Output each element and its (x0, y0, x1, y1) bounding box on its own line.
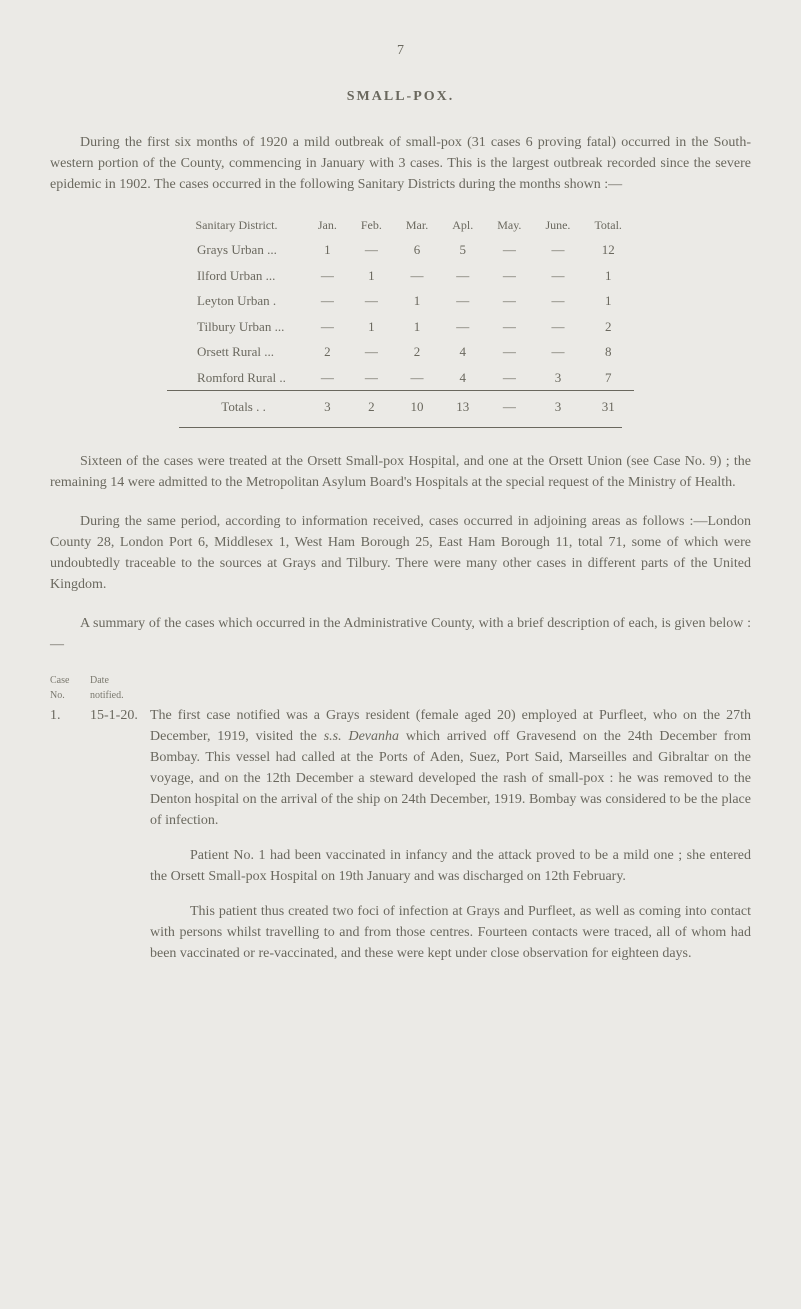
cell: 2 (582, 314, 634, 340)
cell: 1 (394, 314, 440, 340)
cell: 2 (306, 339, 349, 365)
cell: 2 (394, 339, 440, 365)
cell: 10 (394, 391, 440, 420)
totals-label: Totals . . (167, 391, 306, 420)
cell: — (533, 237, 582, 263)
cell: — (533, 288, 582, 314)
table-totals-row: Totals . . 3 2 10 13 — 3 31 (167, 391, 634, 420)
cell: 1 (349, 263, 394, 289)
cell: 1 (582, 263, 634, 289)
table-row: Tilbury Urban ... — 1 1 — — — 2 (167, 314, 634, 340)
cell: 1 (582, 288, 634, 314)
cell: 1 (306, 237, 349, 263)
row-label: Orsett Rural ... (167, 339, 306, 365)
case-entry: 1. 15-1-20. The first case notified was … (50, 705, 751, 978)
cell: — (533, 314, 582, 340)
case-text: This patient thus created two foci of in… (150, 901, 751, 964)
cell: — (485, 339, 533, 365)
cell: — (306, 365, 349, 391)
case-text: Patient No. 1 had been vaccinated in inf… (150, 845, 751, 887)
row-label: Grays Urban ... (167, 237, 306, 263)
col-header: Jan. (306, 213, 349, 237)
cell: 3 (533, 365, 582, 391)
cell: — (485, 237, 533, 263)
table-row: Romford Rural .. — — — 4 — 3 7 (167, 365, 634, 391)
ship-prefix: s.s. (324, 729, 349, 744)
row-label: Tilbury Urban ... (167, 314, 306, 340)
cell: — (440, 263, 485, 289)
cell: — (485, 365, 533, 391)
col-header: May. (485, 213, 533, 237)
cell: 4 (440, 365, 485, 391)
cell: 13 (440, 391, 485, 420)
case-no-header: Case No. (50, 673, 90, 703)
case-column-headers: Case No. Date notified. (50, 673, 751, 703)
cell: 1 (394, 288, 440, 314)
cell: — (306, 314, 349, 340)
cell: — (306, 263, 349, 289)
paragraph-during: During the same period, according to inf… (50, 511, 751, 595)
paragraph-sixteen: Sixteen of the cases were treated at the… (50, 451, 751, 493)
cell: 5 (440, 237, 485, 263)
cell: 7 (582, 365, 634, 391)
case-body: The first case notified was a Grays resi… (150, 705, 751, 978)
row-label: Leyton Urban . (167, 288, 306, 314)
cell: 8 (582, 339, 634, 365)
col-header: Apl. (440, 213, 485, 237)
cell: 31 (582, 391, 634, 420)
case-date-header: Date notified. (90, 673, 150, 703)
cell: — (485, 314, 533, 340)
col-header: June. (533, 213, 582, 237)
cell: — (485, 391, 533, 420)
intro-paragraph: During the first six months of 1920 a mi… (50, 132, 751, 195)
paragraph-summary: A summary of the cases which occurred in… (50, 613, 751, 655)
cell: — (440, 288, 485, 314)
title-smallpox: SMALL-POX. (50, 86, 751, 107)
cell: 6 (394, 237, 440, 263)
table-rule-row (167, 420, 634, 431)
col-header: Mar. (394, 213, 440, 237)
cell: — (349, 365, 394, 391)
col-header: Feb. (349, 213, 394, 237)
col-header: Sanitary District. (167, 213, 306, 237)
table-row: Orsett Rural ... 2 — 2 4 — — 8 (167, 339, 634, 365)
cell: — (394, 263, 440, 289)
row-label: Ilford Urban ... (167, 263, 306, 289)
cell: — (485, 263, 533, 289)
table-header-row: Sanitary District. Jan. Feb. Mar. Apl. M… (167, 213, 634, 237)
page-number: 7 (50, 40, 751, 61)
cell: — (349, 288, 394, 314)
table-row: Ilford Urban ... — 1 — — — — 1 (167, 263, 634, 289)
case-date: 15-1-20. (90, 705, 150, 726)
row-label: Romford Rural .. (167, 365, 306, 391)
cell: 4 (440, 339, 485, 365)
cell: — (485, 288, 533, 314)
ship-name: Devanha (348, 729, 399, 744)
case-no: 1. (50, 705, 90, 726)
col-header: Total. (582, 213, 634, 237)
cell: — (306, 288, 349, 314)
cell: — (349, 339, 394, 365)
table-row: Leyton Urban . — — 1 — — — 1 (167, 288, 634, 314)
cell: — (349, 237, 394, 263)
cell: 12 (582, 237, 634, 263)
cell: — (440, 314, 485, 340)
cell: — (533, 263, 582, 289)
sanitary-district-table: Sanitary District. Jan. Feb. Mar. Apl. M… (167, 213, 634, 431)
cell: 3 (533, 391, 582, 420)
cell: 1 (349, 314, 394, 340)
cell: — (533, 339, 582, 365)
cell: — (394, 365, 440, 391)
cell: 3 (306, 391, 349, 420)
cell: 2 (349, 391, 394, 420)
table-row: Grays Urban ... 1 — 6 5 — — 12 (167, 237, 634, 263)
